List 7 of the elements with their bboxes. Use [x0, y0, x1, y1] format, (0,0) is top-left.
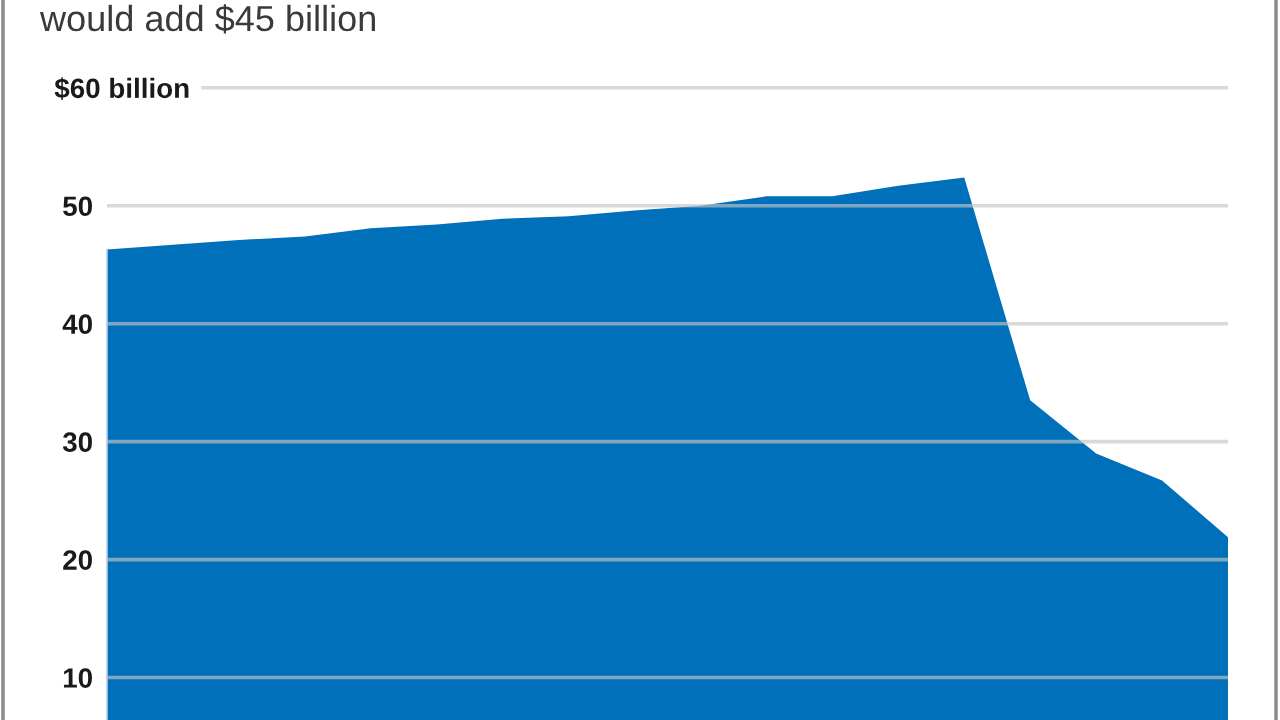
y-tick-label: 40 [62, 314, 92, 335]
y-tick-label: 50 [63, 196, 92, 217]
y-tick-label: $60 billion [54, 77, 189, 100]
y-tick-label: 30 [62, 432, 92, 453]
chart-title: would add $45 billion [39, 4, 375, 34]
y-tick-label: 10 [63, 668, 92, 688]
y-tick-label: 20 [63, 550, 92, 570]
